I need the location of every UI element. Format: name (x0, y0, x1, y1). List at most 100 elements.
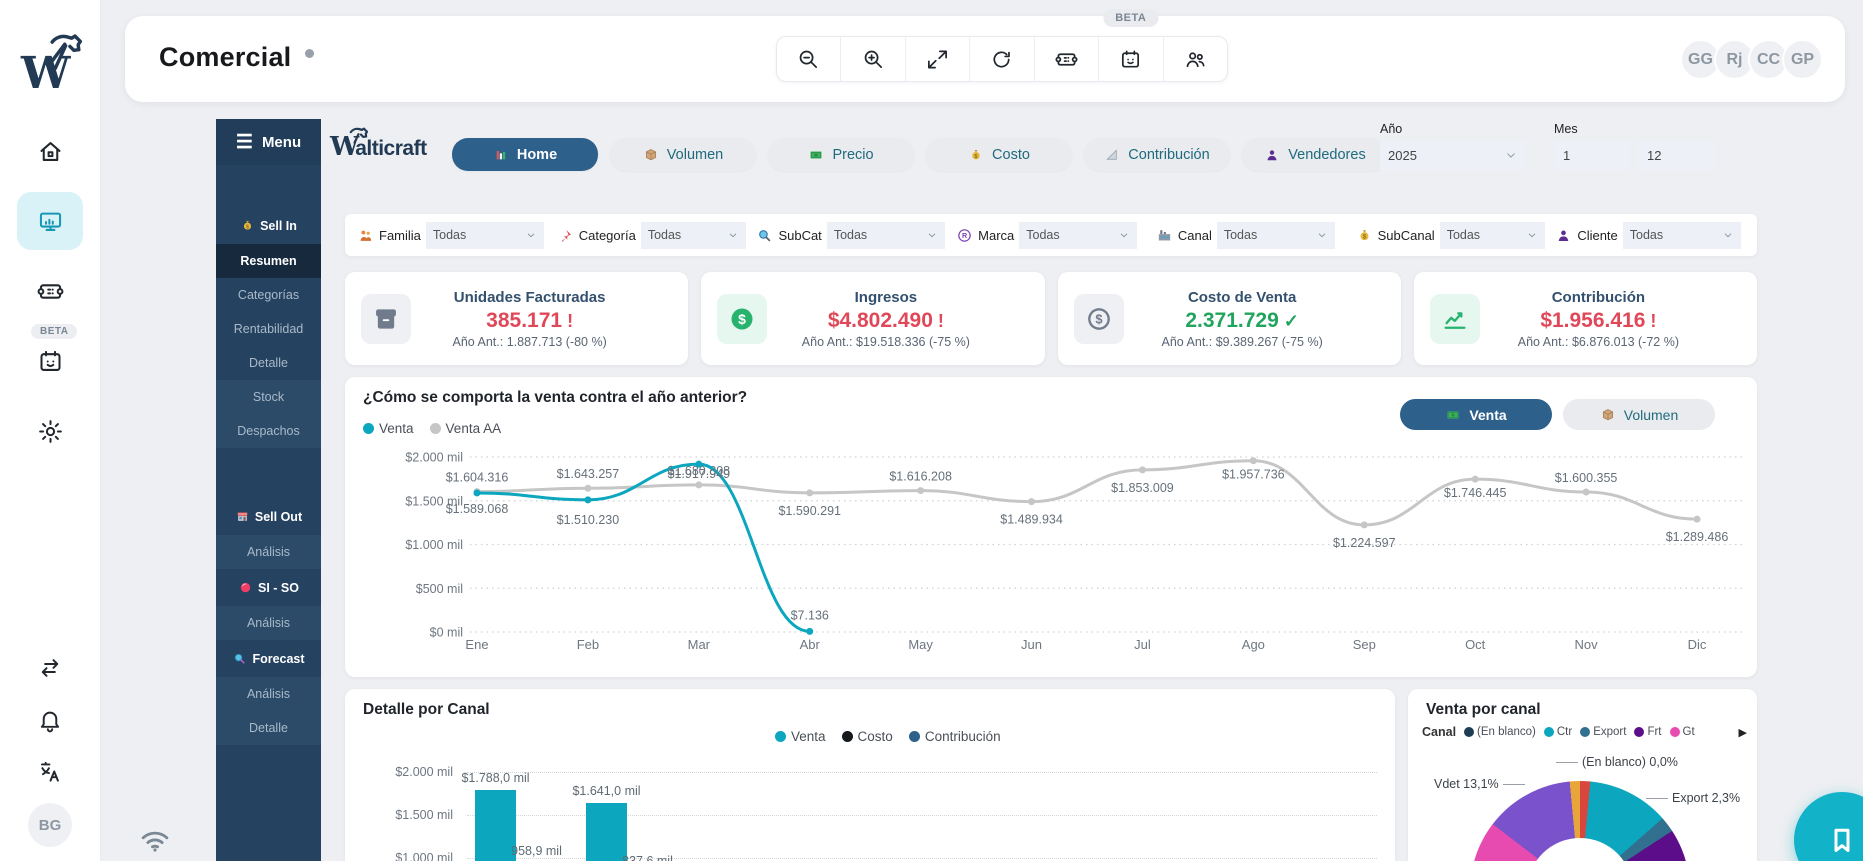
menu-item-stock[interactable]: Stock (216, 380, 321, 414)
menu-item-label: Rentabilidad (233, 322, 304, 336)
kpi-status-mark: ! (567, 310, 574, 331)
avatar[interactable]: GP (1782, 39, 1823, 80)
donut-callout: (En blanco) 0,0% (1556, 755, 1678, 769)
filter-value: Todas (833, 228, 868, 242)
menu-item-an-lisis[interactable]: Análisis (216, 535, 321, 569)
filter-dropdown[interactable]: Todas (1439, 221, 1546, 249)
line-chart: $2.000 mil $1.500 mil $1.000 mil $500 mil $0… (345, 377, 1757, 682)
svg-text:Oct: Oct (1465, 637, 1486, 652)
svg-text:$1.000 mil: $1.000 mil (405, 538, 463, 552)
bar-venta[interactable] (586, 803, 627, 861)
filter-dropdown[interactable]: Todas (826, 221, 945, 249)
rail-item-calendar[interactable]: BETA (17, 324, 83, 390)
tab-label: Volumen (666, 146, 724, 163)
filter-value: Todas (647, 228, 682, 242)
filter-dropdown[interactable]: Todas (1216, 221, 1335, 249)
tab-vendedores[interactable]: Vendedores (1242, 138, 1388, 171)
person-icon (1264, 147, 1280, 163)
report-tabs: Home Volumen Precio $ Costo Contribución Vende… (452, 138, 1388, 171)
filter-dropdown[interactable]: Todas (640, 221, 747, 249)
rail-item-notifications[interactable] (17, 695, 83, 745)
menu-item-detalle[interactable]: Detalle (216, 711, 321, 745)
menu-item-resumen[interactable]: Resumen (216, 244, 321, 278)
filter-canal: Canal Todas (1156, 221, 1346, 249)
toolbar-refresh-button[interactable] (970, 37, 1035, 81)
rail-item-dashboard[interactable] (17, 192, 83, 250)
menu-item-label: Detalle (249, 721, 288, 735)
toolbar-calendar-button[interactable]: BETA (1099, 9, 1164, 81)
tab-volumen[interactable]: Volumen (610, 138, 756, 171)
toolbar-ticket-button[interactable] (1035, 37, 1100, 81)
filter-value: Todas (432, 228, 467, 242)
rail-avatar[interactable]: BG (28, 803, 72, 847)
kpi-previous-year: Año Ant.: $19.518.336 (-75 %) (801, 334, 970, 349)
beta-badge: BETA (1103, 9, 1159, 27)
chart-toggle-venta[interactable]: Venta (1400, 399, 1552, 430)
avatar[interactable]: GG (1680, 39, 1721, 80)
toolbar-users-button[interactable] (1164, 37, 1227, 81)
toolbar-zoom-out-button[interactable] (777, 37, 842, 81)
menu-item-an-lisis[interactable]: Análisis (216, 606, 321, 640)
filter-value: Todas (1629, 228, 1664, 242)
filter-dropdown[interactable]: Todas (425, 221, 544, 249)
legend-item: Venta AA (429, 421, 501, 436)
filter-label: Familia (379, 227, 421, 243)
page-title: Comercial (159, 42, 315, 73)
rail-item-transfer[interactable] (17, 643, 83, 693)
kpi-value: 385.171! (486, 308, 574, 332)
hamburger-icon[interactable]: ☰ (235, 131, 253, 153)
tab-label: Precio (832, 146, 874, 163)
menu-item-categor-as[interactable]: Categorías (216, 278, 321, 312)
chart-toggle: Venta Volumen (1400, 399, 1715, 430)
year-select[interactable]: 2025 (1380, 140, 1526, 170)
menu-item-forecast[interactable]: Forecast (216, 640, 321, 677)
monitor-icon (37, 208, 64, 235)
kpi-value: $4.802.490! (827, 308, 944, 332)
pin-icon (557, 227, 574, 244)
svg-text:$: $ (1095, 311, 1102, 326)
tab-precio[interactable]: Precio (768, 138, 914, 171)
beta-badge: BETA (31, 324, 78, 339)
toggle-label: Venta (1469, 406, 1507, 423)
menu-item-si-so[interactable]: SI - SO (216, 569, 321, 606)
filter-dropdown[interactable]: Todas (1622, 221, 1741, 249)
banknote-icon (808, 147, 824, 163)
archive-icon (372, 305, 400, 333)
tab-costo[interactable]: $ Costo (926, 138, 1072, 171)
svg-text:$1.489.934: $1.489.934 (1000, 513, 1063, 527)
menu-item-detalle[interactable]: Detalle (216, 346, 321, 380)
rail-item-language[interactable] (17, 747, 83, 797)
svg-text:$1.510.230: $1.510.230 (557, 513, 620, 527)
svg-text:$0 mil: $0 mil (430, 626, 463, 640)
rail-item-ticket[interactable] (17, 262, 83, 320)
month-from-input[interactable] (1554, 140, 1630, 170)
svg-text:$1.917.949: $1.917.949 (668, 467, 731, 481)
hammer-icon (47, 34, 83, 72)
filter-label: Marca (978, 227, 1015, 243)
menu-item-sell-out[interactable]: Sell Out (216, 498, 321, 535)
svg-text:$1.589.068: $1.589.068 (446, 502, 509, 516)
filter-dropdown[interactable]: Todas (1019, 221, 1138, 249)
toolbar-zoom-in-button[interactable] (841, 37, 906, 81)
toolbar-fullscreen-button[interactable] (906, 37, 971, 81)
menu-item-sell-in[interactable]: $ Sell In (216, 207, 321, 244)
donut-legend: Canal (En blanco) Ctr Export Frt Gt ▶ (1422, 725, 1747, 739)
tab-contribución[interactable]: Contribución (1084, 138, 1230, 171)
banknote-icon (1445, 407, 1461, 423)
kpi-icon-tile: $ (717, 293, 768, 344)
rail-item-settings[interactable] (17, 402, 83, 460)
bar-venta[interactable] (475, 790, 516, 861)
chevron-down-icon (727, 229, 739, 241)
tab-home[interactable]: Home (452, 138, 598, 171)
legend-item: Ctr (1543, 726, 1572, 738)
menu-item-rentabilidad[interactable]: Rentabilidad (216, 312, 321, 346)
month-to-input[interactable] (1638, 140, 1714, 170)
chart-toggle-volumen[interactable]: Volumen (1563, 399, 1715, 430)
menu-item-label: Resumen (240, 254, 297, 268)
menu-item-an-lisis[interactable]: Análisis (216, 677, 321, 711)
ticket-icon (37, 278, 64, 305)
legend-next-arrow-icon[interactable]: ▶ (1738, 726, 1747, 739)
bookmark-fab-button[interactable] (1794, 792, 1863, 861)
rail-item-home[interactable] (17, 122, 83, 180)
menu-item-despachos[interactable]: Despachos (216, 414, 321, 448)
